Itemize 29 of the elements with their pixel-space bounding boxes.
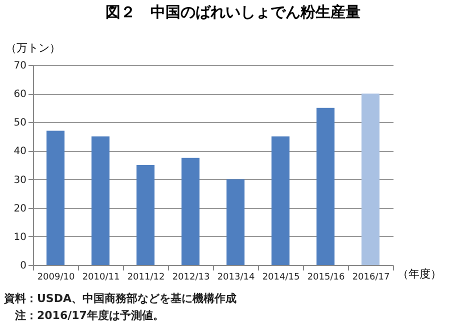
- y-tick-label: 30: [14, 174, 26, 186]
- y-tick-label: 60: [14, 89, 26, 100]
- y-tick-label: 70: [14, 60, 26, 72]
- text: 資料：USDA、中国商務部などを基に機構作成: [4, 291, 236, 307]
- x-tick-label: 2013/14: [217, 272, 255, 282]
- bar: [182, 158, 200, 265]
- x-tick-label: 2015/16: [307, 272, 345, 282]
- y-tick-label: 0: [20, 260, 26, 272]
- x-tick-label: 2010/11: [82, 272, 120, 282]
- x-axis-title: （年度）: [398, 268, 442, 280]
- bar: [136, 165, 154, 265]
- y-axis-title: （万トン）: [6, 42, 60, 54]
- bar: [226, 179, 244, 265]
- bar: [46, 130, 64, 265]
- x-tick-label: 2011/12: [127, 272, 165, 282]
- y-tick-label: 10: [14, 232, 26, 243]
- bar: [316, 108, 334, 265]
- text: 注：2016/17年度は予測値。: [14, 308, 165, 324]
- y-tick-label: 50: [14, 118, 26, 129]
- bar: [92, 136, 110, 265]
- bar: [272, 136, 290, 265]
- x-tick-label: 2016/17: [352, 272, 390, 282]
- x-tick-label: 2014/15: [262, 272, 300, 282]
- y-tick-label: 20: [14, 203, 26, 214]
- chart-title: 図２ 中国のばれいしょでん粉生産量: [106, 3, 360, 21]
- x-tick-label: 2012/13: [172, 272, 210, 282]
- y-tick-label: 40: [14, 146, 26, 158]
- bar: [362, 94, 380, 265]
- x-tick-label: 2009/10: [37, 272, 75, 282]
